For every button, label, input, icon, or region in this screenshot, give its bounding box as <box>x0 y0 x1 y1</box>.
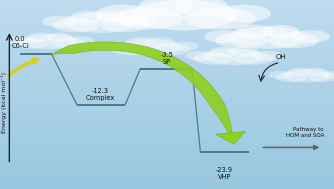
Bar <box>0 94 334 101</box>
Bar <box>0 50 334 57</box>
Ellipse shape <box>42 16 78 27</box>
Bar <box>0 6 334 13</box>
Bar <box>0 57 334 63</box>
Bar <box>0 107 334 113</box>
Ellipse shape <box>150 43 190 55</box>
Ellipse shape <box>275 72 307 82</box>
Ellipse shape <box>252 51 282 61</box>
Ellipse shape <box>52 18 100 32</box>
Polygon shape <box>52 42 234 144</box>
Ellipse shape <box>322 71 334 79</box>
Ellipse shape <box>267 32 319 48</box>
Ellipse shape <box>175 0 229 16</box>
Bar <box>0 38 334 44</box>
Ellipse shape <box>217 5 271 22</box>
Ellipse shape <box>185 51 215 61</box>
Bar <box>0 164 334 170</box>
Ellipse shape <box>125 37 155 48</box>
Ellipse shape <box>234 25 274 39</box>
Bar <box>0 113 334 120</box>
Bar <box>0 82 334 88</box>
Ellipse shape <box>6 36 33 45</box>
Bar <box>0 101 334 107</box>
Ellipse shape <box>112 8 184 29</box>
Ellipse shape <box>269 71 293 79</box>
Bar <box>0 44 334 50</box>
Ellipse shape <box>194 53 234 65</box>
Ellipse shape <box>209 47 239 57</box>
Bar <box>0 76 334 82</box>
Bar <box>0 32 334 38</box>
Ellipse shape <box>94 11 130 23</box>
Ellipse shape <box>307 72 334 82</box>
Ellipse shape <box>291 30 330 43</box>
Text: -23.9
VHP: -23.9 VHP <box>216 167 233 180</box>
Polygon shape <box>216 132 245 144</box>
Text: -3.5
SP: -3.5 SP <box>161 52 173 65</box>
Ellipse shape <box>130 0 238 30</box>
Text: Energy (kcal mol⁻¹): Energy (kcal mol⁻¹) <box>1 71 7 133</box>
Bar <box>0 151 334 157</box>
Text: 0.0
C6-CI: 0.0 C6-CI <box>11 36 29 49</box>
Bar <box>0 0 334 6</box>
Ellipse shape <box>67 36 94 45</box>
Bar <box>0 132 334 139</box>
Ellipse shape <box>229 47 259 57</box>
Bar <box>0 145 334 151</box>
Ellipse shape <box>139 0 193 16</box>
Ellipse shape <box>100 18 148 32</box>
Ellipse shape <box>64 12 136 33</box>
Ellipse shape <box>234 53 274 65</box>
Ellipse shape <box>45 33 73 42</box>
Ellipse shape <box>261 25 300 39</box>
Bar <box>0 88 334 94</box>
Ellipse shape <box>303 68 327 76</box>
Ellipse shape <box>215 32 267 48</box>
Bar <box>0 157 334 164</box>
Ellipse shape <box>283 69 331 82</box>
Text: OH: OH <box>275 54 286 60</box>
Ellipse shape <box>184 8 256 29</box>
Bar <box>0 69 334 76</box>
Bar <box>0 139 334 145</box>
Ellipse shape <box>50 38 86 49</box>
Bar <box>0 170 334 176</box>
Ellipse shape <box>228 27 306 49</box>
Bar <box>0 63 334 69</box>
Ellipse shape <box>204 48 264 65</box>
Bar <box>0 120 334 126</box>
Text: -12.3
Complex: -12.3 Complex <box>86 88 115 101</box>
Ellipse shape <box>169 41 199 51</box>
Text: Pathway to
HOM and SOA: Pathway to HOM and SOA <box>286 127 324 138</box>
Ellipse shape <box>97 5 151 22</box>
Ellipse shape <box>287 68 311 76</box>
Ellipse shape <box>120 39 180 56</box>
Ellipse shape <box>14 38 50 49</box>
Ellipse shape <box>70 11 106 23</box>
Ellipse shape <box>27 33 55 42</box>
Ellipse shape <box>23 34 77 49</box>
Bar <box>0 25 334 32</box>
Ellipse shape <box>204 30 243 43</box>
Bar <box>0 126 334 132</box>
Ellipse shape <box>102 41 132 51</box>
Ellipse shape <box>145 37 175 48</box>
Bar <box>0 13 334 19</box>
Ellipse shape <box>110 43 150 55</box>
Bar <box>0 183 334 189</box>
Bar <box>0 176 334 183</box>
Ellipse shape <box>122 16 158 27</box>
Bar <box>0 19 334 25</box>
